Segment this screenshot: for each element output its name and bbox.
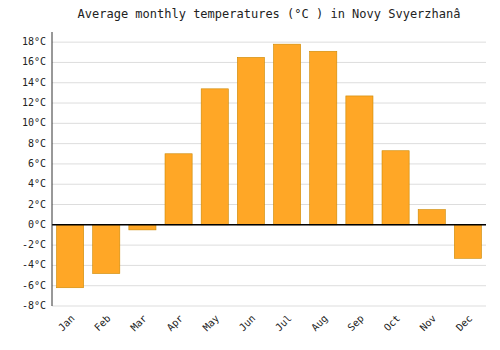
bar xyxy=(310,51,337,225)
y-tick-label: 6°C xyxy=(28,158,46,169)
x-tick-label: Aug xyxy=(309,313,330,334)
x-tick-label: May xyxy=(201,313,222,334)
bar xyxy=(93,225,120,274)
x-tick-label: Feb xyxy=(92,313,113,334)
zero-line xyxy=(52,224,486,226)
bar xyxy=(57,225,84,288)
bar xyxy=(382,151,409,225)
x-tick-label: Jan xyxy=(56,313,77,334)
grid-line xyxy=(52,123,486,124)
x-tick-label: Oct xyxy=(382,313,403,334)
grid xyxy=(52,42,486,306)
y-tick-label: 18°C xyxy=(22,36,46,47)
y-tick-label: 4°C xyxy=(28,178,46,189)
y-tick-label: 12°C xyxy=(22,97,46,108)
bar xyxy=(454,225,481,258)
grid-line xyxy=(52,163,486,164)
title: Average monthly temperatures (°C ) in No… xyxy=(78,7,461,21)
grid-line xyxy=(52,42,486,43)
bar xyxy=(418,210,445,225)
y-tick-label: 2°C xyxy=(28,199,46,210)
x-tick-label: Dec xyxy=(454,313,475,334)
y-tick-label: -4°C xyxy=(22,259,46,270)
grid-line xyxy=(52,184,486,185)
grid-line xyxy=(52,224,486,225)
y-tick-label: -8°C xyxy=(22,300,46,311)
bar xyxy=(237,57,264,224)
grid-line xyxy=(52,62,486,63)
bar xyxy=(201,89,228,225)
y-tick-label: 14°C xyxy=(22,77,46,88)
bar xyxy=(346,96,373,225)
x-tick-label: Apr xyxy=(165,313,186,334)
grid-line xyxy=(52,306,486,307)
y-tick-label: 0°C xyxy=(28,219,46,230)
chart: Average monthly temperatures (°C ) in No… xyxy=(0,0,500,350)
y-tick-label: 16°C xyxy=(22,56,46,67)
y-tick-label: 8°C xyxy=(28,138,46,149)
y-tick-label: -2°C xyxy=(22,239,46,250)
x-tick-label: Sep xyxy=(345,313,366,334)
bar xyxy=(129,225,156,230)
y-axis-line xyxy=(52,32,53,306)
grid-line xyxy=(52,143,486,144)
grid-line xyxy=(52,204,486,205)
bar xyxy=(274,44,301,225)
bar xyxy=(165,154,192,225)
grid-line xyxy=(52,103,486,104)
x-tick-label: Nov xyxy=(418,313,439,334)
y-tick-label: -6°C xyxy=(22,280,46,291)
x-tick-label: Jun xyxy=(237,313,258,334)
grid-line xyxy=(52,285,486,286)
grid-line xyxy=(52,82,486,83)
x-tick-label: Jul xyxy=(273,313,294,334)
y-tick-label: 10°C xyxy=(22,117,46,128)
x-tick-label: Mar xyxy=(128,313,149,334)
